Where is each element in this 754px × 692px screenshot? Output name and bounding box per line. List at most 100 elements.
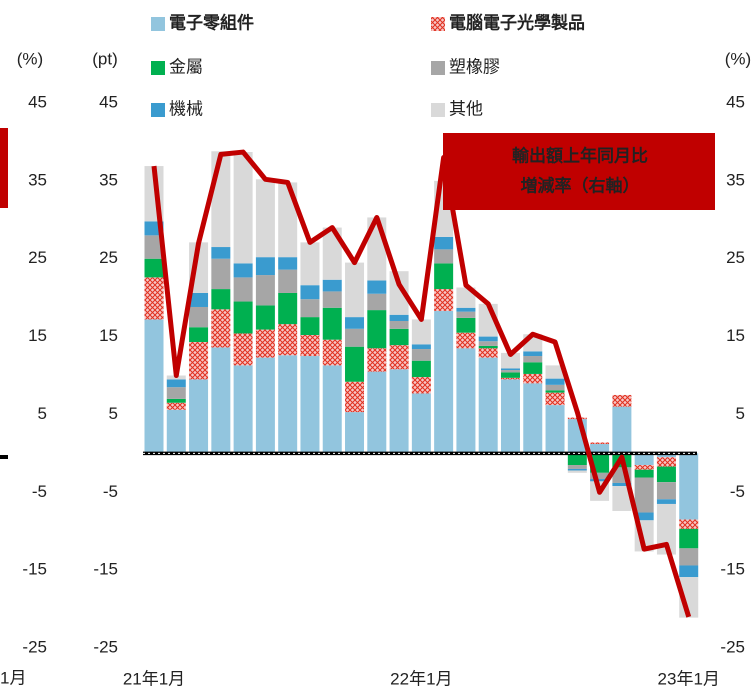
bar-segment (478, 345, 498, 349)
legend-swatch (151, 103, 165, 117)
bar-segment (367, 280, 387, 294)
bar-segment (211, 258, 231, 290)
line-series (151, 149, 692, 618)
annotation-box (443, 133, 715, 210)
bar-segment (166, 379, 186, 388)
bar-segment (300, 285, 320, 300)
bar-segment (590, 444, 610, 454)
bar-segment (478, 357, 498, 454)
y-tick-label: 5 (109, 404, 118, 423)
bar-segment (545, 384, 565, 391)
bar-segment (255, 305, 275, 330)
bar-segment (389, 328, 409, 346)
bar-segment (478, 336, 498, 342)
bar-segment (211, 309, 231, 348)
legend-swatch (431, 17, 445, 31)
bar-segment (322, 365, 342, 454)
y2-tick-label: -25 (720, 637, 745, 656)
bar-segment (656, 466, 676, 483)
bar-segment (278, 257, 298, 270)
bar-segment (278, 269, 298, 293)
y-axis-label: (%) (17, 49, 43, 68)
y-tick-label: 25 (28, 248, 47, 267)
bar-segment (656, 499, 676, 504)
y-axis-label: (pt) (92, 49, 118, 68)
y2-tick-label: 45 (726, 92, 745, 111)
bar-segment (211, 247, 231, 259)
y2-tick-label: 15 (726, 326, 745, 345)
bar-segment (656, 453, 676, 458)
y2-tick-label: 25 (726, 248, 745, 267)
bar-segment (500, 368, 520, 371)
bar-segment (389, 345, 409, 370)
annotation-text: 輸出額上年同月比 (512, 145, 648, 165)
y-tick-label: -15 (22, 560, 47, 579)
fragment-axis (0, 455, 8, 459)
bar-segment (590, 472, 610, 480)
bar-segment (367, 371, 387, 454)
y-tick-label: 45 (99, 92, 118, 111)
bar-segment (211, 347, 231, 454)
bar-segment (389, 271, 409, 315)
legend-label: 電子零組件 (169, 12, 254, 32)
bar-segment (278, 324, 298, 356)
bar-segment (679, 565, 699, 578)
bar-segment (656, 482, 676, 500)
bar-segment (233, 263, 253, 278)
x-tick-label: 21年1月 (123, 669, 185, 688)
y-tick-label: 5 (38, 404, 47, 423)
bar-segment (634, 453, 654, 466)
bar-segment (634, 477, 654, 513)
bar-segment (255, 329, 275, 358)
bar-segment (456, 348, 476, 454)
x-tick-label: 22年1月 (390, 669, 452, 688)
y-tick-label: -5 (103, 482, 118, 501)
bar-segment (434, 236, 454, 250)
bar-segment (166, 402, 186, 410)
bar-segment (389, 369, 409, 454)
y-tick-label: -25 (93, 637, 118, 656)
bar-segment (144, 277, 164, 320)
bar-segment (567, 468, 587, 471)
bar-segment (523, 362, 543, 374)
bar-segment (411, 349, 431, 361)
bar-segment (545, 405, 565, 454)
bar-segment (567, 465, 587, 469)
bar-segment (255, 257, 275, 276)
bar-segment (545, 365, 565, 379)
bar-segment (456, 307, 476, 312)
bar-segment (456, 332, 476, 349)
bar-segment (411, 377, 431, 394)
bar-segment (233, 152, 253, 264)
y-tick-label: -25 (22, 637, 47, 656)
y-tick-label: 15 (28, 326, 47, 345)
y-tick-label: 35 (28, 170, 47, 189)
legend-label: 金屬 (169, 57, 203, 76)
bar-segment (612, 486, 632, 511)
bar-segment (523, 383, 543, 454)
legend-swatch (151, 17, 165, 31)
bar-segment (345, 381, 365, 413)
bar-segment (411, 360, 431, 378)
bar-segment (278, 292, 298, 325)
bar-segment (634, 512, 654, 521)
bar-segment (590, 442, 610, 445)
bar-segment (300, 242, 320, 286)
bar-segment (456, 287, 476, 308)
bar-segment (233, 333, 253, 366)
bar-segment (523, 351, 543, 357)
bar-segment (656, 457, 676, 467)
bar-segment (500, 370, 520, 373)
bar-segment (300, 335, 320, 357)
y-tick-label: 25 (99, 248, 118, 267)
y-tick-label: -5 (32, 482, 47, 501)
bar-segment (322, 339, 342, 366)
bar-segment (367, 348, 387, 372)
bar-segment (278, 355, 298, 454)
bar-segment (233, 301, 253, 334)
legend-swatch (431, 61, 445, 75)
bar-segment (434, 289, 454, 311)
bar-segment (434, 263, 454, 290)
bar-segment (567, 453, 587, 466)
